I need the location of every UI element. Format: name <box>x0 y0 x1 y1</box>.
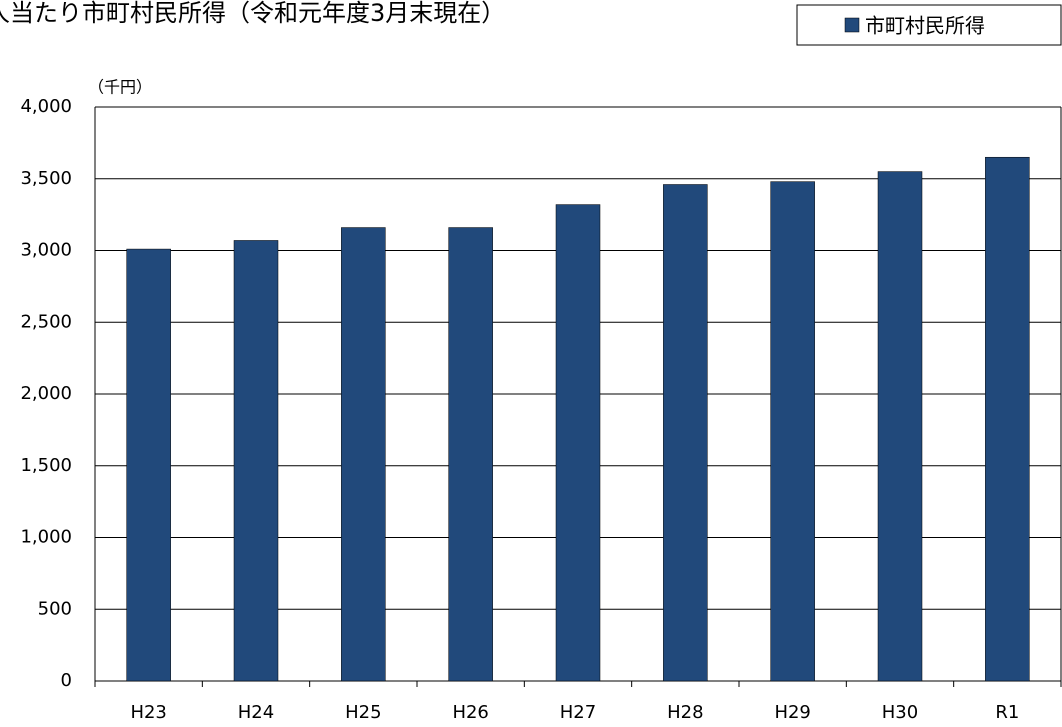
y-tick-label: 2,500 <box>20 311 72 332</box>
x-tick-label: H27 <box>560 702 596 723</box>
x-tick-label: H29 <box>774 702 810 723</box>
unit-label: （千円） <box>88 78 152 97</box>
legend-label: 市町村民所得 <box>865 14 985 38</box>
bar <box>341 227 386 682</box>
bar <box>877 171 923 682</box>
x-tick-label: R1 <box>995 702 1019 723</box>
y-tick-label: 1,500 <box>20 455 72 476</box>
bar <box>233 240 279 682</box>
x-tick-label: H28 <box>667 702 703 723</box>
y-tick-label: 1,000 <box>20 527 72 548</box>
chart-title: 人当たり市町村民所得（令和元年度3月末現在） <box>0 0 505 27</box>
y-tick-label: 0 <box>61 670 72 691</box>
x-tick-label: H26 <box>452 702 488 723</box>
x-tick-label: H30 <box>882 702 918 723</box>
y-tick-label: 500 <box>38 598 72 619</box>
y-tick-label: 4,000 <box>20 96 72 117</box>
bar <box>126 248 171 682</box>
bar <box>663 184 708 682</box>
bar <box>770 181 815 682</box>
y-tick-label: 2,000 <box>20 383 72 404</box>
x-tick-label: H24 <box>238 702 274 723</box>
x-tick-label: H23 <box>130 702 166 723</box>
legend-swatch <box>844 17 860 33</box>
x-tick-label: H25 <box>345 702 381 723</box>
legend-box <box>796 4 1062 46</box>
bar <box>985 156 1030 682</box>
bar <box>448 227 493 682</box>
bar <box>555 204 601 682</box>
y-tick-label: 3,000 <box>20 240 72 261</box>
y-tick-label: 3,500 <box>20 168 72 189</box>
